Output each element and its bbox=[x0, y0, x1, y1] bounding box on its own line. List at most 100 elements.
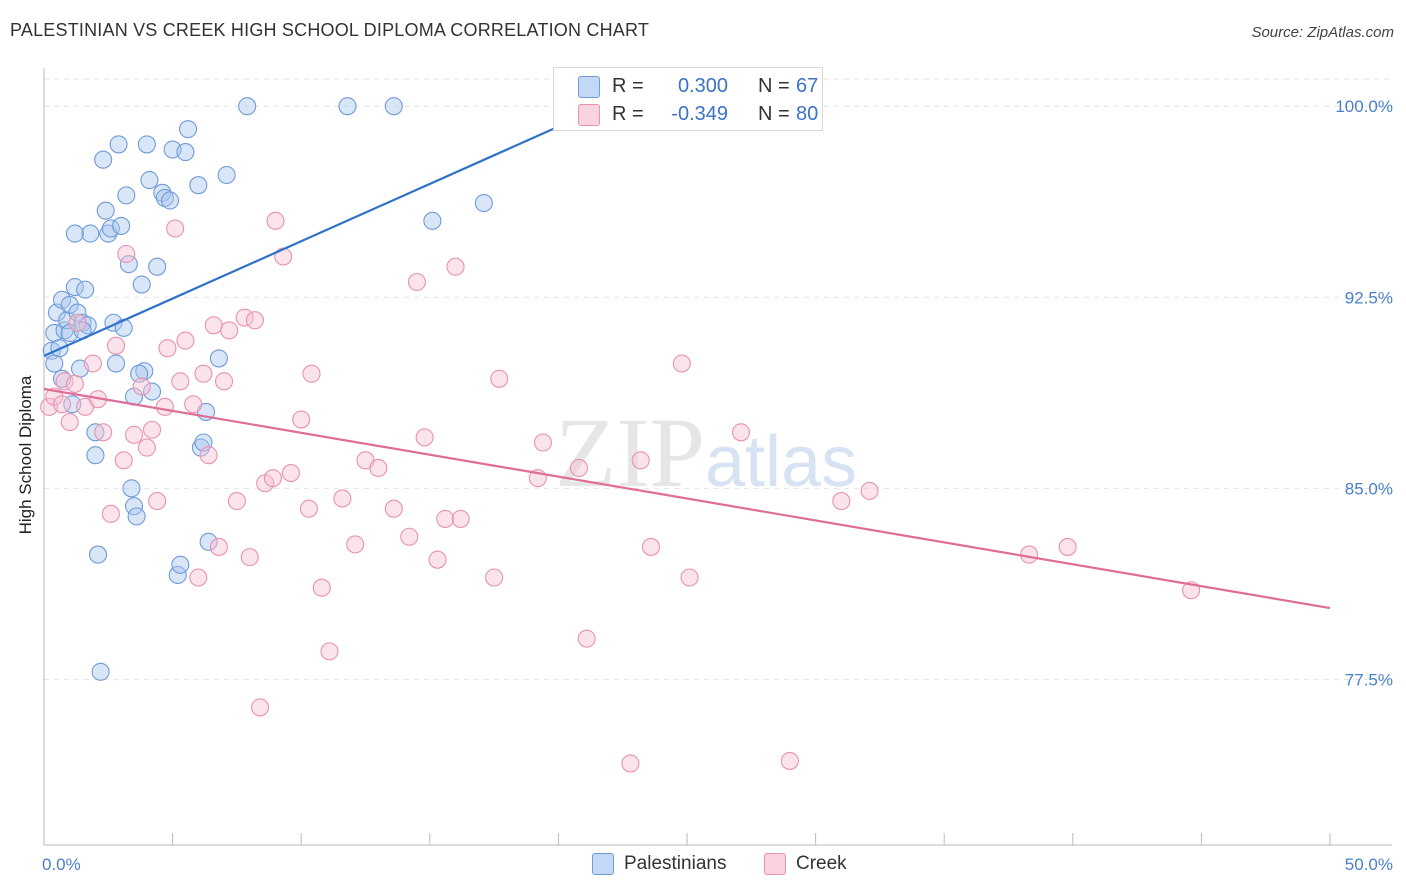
palestinians-point bbox=[137, 135, 156, 154]
creek-point bbox=[384, 499, 403, 518]
palestinians-point bbox=[209, 349, 228, 368]
creek-point bbox=[680, 568, 699, 587]
creek-point bbox=[428, 550, 447, 569]
palestinians-point bbox=[176, 143, 195, 162]
palestinians-point bbox=[106, 354, 126, 373]
creek-point bbox=[68, 313, 87, 332]
palestinians-point bbox=[178, 120, 198, 139]
palestinians-trend-line bbox=[43, 125, 559, 357]
creek-point bbox=[451, 509, 470, 528]
palestinians-point bbox=[238, 97, 257, 116]
creek-point bbox=[415, 428, 434, 447]
palestinians-point bbox=[112, 216, 131, 235]
creek-point bbox=[299, 499, 318, 518]
n-label: N = bbox=[758, 103, 790, 125]
n-label: N = bbox=[758, 75, 790, 97]
y-tick-label: 85.0% bbox=[1345, 479, 1393, 498]
creek-point bbox=[641, 537, 661, 556]
creek-point bbox=[292, 410, 311, 429]
creek-point bbox=[250, 698, 270, 717]
y-tick-label: 100.0% bbox=[1335, 97, 1393, 116]
creek-point bbox=[235, 308, 254, 327]
creek-point bbox=[148, 492, 167, 511]
creek-point bbox=[166, 219, 185, 238]
palestinians-point bbox=[76, 280, 95, 299]
creek-point bbox=[1020, 545, 1039, 564]
palestinians-point bbox=[217, 165, 236, 185]
creek-point bbox=[446, 257, 465, 276]
creek-point bbox=[302, 364, 321, 383]
stats-legend: R = 0.300 N = 67 R = -0.349 N = 80 bbox=[553, 67, 823, 131]
creek-point bbox=[94, 423, 113, 442]
x-tick-label: 0.0% bbox=[42, 855, 81, 874]
palestinians-point bbox=[81, 224, 100, 243]
source-label: Source: ZipAtlas.com bbox=[1251, 24, 1394, 41]
creek-point bbox=[320, 642, 339, 661]
palestinians-point bbox=[384, 97, 403, 116]
palestinians-point bbox=[88, 545, 108, 564]
creek-point bbox=[832, 492, 851, 511]
creek-point bbox=[407, 272, 426, 292]
palestinians-point bbox=[101, 219, 120, 238]
creek-point bbox=[117, 244, 136, 264]
creek-point bbox=[171, 372, 190, 391]
r-value: 0.300 bbox=[677, 75, 728, 97]
creek-point bbox=[263, 469, 282, 488]
creek-point bbox=[621, 754, 640, 773]
creek-point bbox=[312, 578, 331, 597]
x-tick-label: 50.0% bbox=[1345, 855, 1393, 874]
creek-point bbox=[194, 364, 213, 383]
creek-point bbox=[83, 354, 102, 373]
creek-point bbox=[240, 548, 259, 567]
creek-point bbox=[199, 446, 218, 465]
creek-point bbox=[333, 489, 352, 508]
creek-point bbox=[142, 420, 162, 439]
palestinians-point bbox=[199, 532, 218, 551]
creek-point bbox=[158, 339, 177, 358]
palestinians-legend-swatch bbox=[592, 853, 614, 875]
creek-point bbox=[204, 316, 223, 335]
creek-point bbox=[176, 331, 195, 350]
creek-point bbox=[281, 464, 300, 483]
creek-point bbox=[106, 336, 126, 355]
palestinians-point bbox=[65, 224, 84, 243]
creek-point bbox=[65, 374, 84, 393]
palestinians-point bbox=[153, 183, 172, 202]
chart-title: PALESTINIAN VS CREEK HIGH SCHOOL DIPLOMA… bbox=[10, 20, 650, 40]
watermark-atlas: atlas bbox=[705, 422, 858, 502]
palestinians-point bbox=[189, 176, 208, 195]
creek-point bbox=[490, 369, 509, 388]
creek-point bbox=[569, 458, 589, 478]
creek-point bbox=[400, 527, 419, 546]
creek-point bbox=[245, 311, 264, 330]
palestinians-point bbox=[160, 191, 180, 210]
creek-point bbox=[274, 247, 293, 266]
palestinians-point bbox=[135, 362, 154, 381]
palestinians-point bbox=[122, 479, 141, 498]
creek-legend-swatch bbox=[764, 853, 786, 875]
creek-point bbox=[346, 535, 365, 554]
r-label: R = bbox=[612, 75, 644, 97]
creek-point bbox=[55, 372, 74, 391]
creek-trend-line bbox=[43, 387, 1331, 610]
creek-point bbox=[114, 451, 133, 470]
creek-point bbox=[266, 211, 285, 230]
creek-point bbox=[731, 423, 751, 442]
palestinians-point bbox=[86, 446, 105, 465]
palestinians-point bbox=[96, 201, 115, 220]
r-value: -0.349 bbox=[671, 103, 728, 125]
creek-point bbox=[184, 395, 203, 414]
creek-swatch bbox=[578, 104, 600, 126]
creek-point bbox=[60, 413, 79, 432]
palestinians-point bbox=[171, 555, 190, 574]
r-label: R = bbox=[612, 103, 644, 125]
palestinians-point bbox=[73, 313, 92, 332]
creek-point bbox=[52, 395, 72, 414]
creek-point bbox=[220, 321, 239, 340]
creek-point bbox=[780, 751, 799, 770]
creek-point bbox=[214, 372, 234, 391]
palestinians-point bbox=[60, 295, 79, 314]
creek-point bbox=[155, 397, 174, 416]
palestinians-point bbox=[140, 171, 159, 190]
palestinians-point bbox=[86, 423, 105, 442]
